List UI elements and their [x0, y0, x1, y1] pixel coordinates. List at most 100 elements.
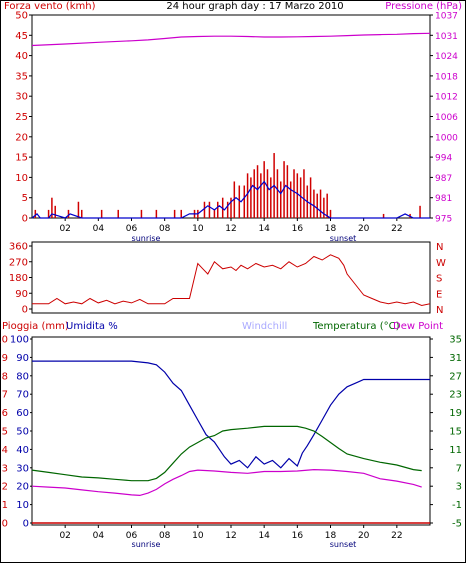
temperature-line [31, 425, 422, 482]
wind-bar [382, 213, 385, 218]
pressure-y-tick-label: 987 [435, 174, 452, 184]
sunrise-label-top: sunrise [132, 234, 161, 243]
x-tick-label: 12 [225, 531, 236, 541]
direction-line [32, 254, 431, 307]
humidity-y-tick-label: 100 [10, 335, 29, 346]
x-tick-label: 12 [225, 224, 236, 234]
gust-line [31, 180, 430, 219]
temp-y-tick-label: 31 [449, 353, 462, 364]
wind-y-tick-label: 50 [15, 11, 28, 22]
pressure-y-tick-label: 1006 [435, 113, 458, 123]
x-tick-label: 10 [192, 224, 204, 234]
direction-y-tick-label: 180 [9, 273, 28, 284]
compass-label: S [436, 274, 442, 285]
wind-bar [329, 209, 332, 218]
wind-bar [309, 177, 312, 218]
x-tick-label: 18 [325, 531, 337, 541]
temp-y-tick-label: 23 [449, 390, 462, 401]
humidity-y-tick-label: 30 [16, 463, 29, 474]
wind-bar [326, 193, 328, 218]
temp-y-tick-label: 11 [449, 445, 462, 456]
rain-y-tick-label: 10 [0, 335, 8, 346]
wind-y-tick-label: 25 [15, 112, 28, 123]
wind-y-tick-label: 20 [15, 132, 28, 143]
wind-bar [54, 205, 56, 218]
sunset-label-bottom: sunset [330, 540, 357, 549]
x-tick-label: 06 [126, 224, 138, 234]
temp-y-tick-label: 19 [449, 408, 462, 419]
direction-y-tick-label: 360 [9, 242, 28, 253]
rain-y-tick-label: 8 [2, 371, 8, 382]
wind-bar [270, 177, 272, 218]
wind-bar [155, 209, 158, 218]
wind-bar [313, 189, 315, 218]
temp-y-tick-label: 3 [456, 482, 462, 493]
wind-bar [256, 165, 259, 218]
wind-bar [246, 173, 249, 218]
dewpoint-line [31, 468, 422, 497]
pressure-y-tick-label: 1018 [435, 72, 458, 82]
humidity-y-tick-label: 70 [16, 390, 29, 401]
wind-bar [226, 201, 229, 218]
humidity-y-tick-label: 80 [16, 371, 29, 382]
humidity-y-tick-label: 10 [16, 500, 29, 511]
x-tick-label: 22 [391, 531, 402, 541]
legend-windchill: Windchill [242, 321, 287, 332]
wind-bar [203, 201, 206, 218]
x-tick-label: 06 [126, 531, 138, 541]
wind-panel-frame [31, 14, 431, 219]
wind-y-tick-label: 35 [15, 71, 28, 82]
sunrise-label-bottom: sunrise [132, 540, 161, 549]
direction-panel-frame [31, 241, 431, 314]
wind-bar [260, 173, 262, 218]
pressure-y-tick-label: 1037 [435, 12, 458, 22]
temp-y-tick-label: -5 [452, 519, 462, 530]
wind-bar [283, 161, 285, 218]
wind-bar [266, 169, 269, 218]
rain-y-tick-label: 3 [2, 463, 8, 474]
wind-y-tick-label: 40 [15, 51, 28, 62]
rain-y-tick-label: 0 [2, 519, 8, 530]
wind-bar [180, 209, 182, 218]
x-tick-label: 16 [292, 224, 304, 234]
wind-y-tick-label: 5 [22, 193, 28, 204]
wind-bar [319, 189, 322, 218]
direction-y-tick-label: 270 [9, 257, 28, 268]
wind-bar [230, 197, 232, 218]
x-tick-label: 08 [159, 531, 171, 541]
wind-bar [81, 209, 83, 218]
wind-y-tick-label: 45 [15, 31, 28, 42]
wind-bar [289, 181, 292, 218]
wind-bar [253, 169, 255, 218]
wind-bar [276, 169, 279, 218]
compass-label: N [436, 242, 443, 253]
pressure-y-tick-label: 1031 [435, 32, 458, 42]
legend-rain: Pioggia (mm) [2, 321, 69, 332]
humidity-y-tick-label: 20 [16, 482, 29, 493]
wind-bar [316, 193, 318, 218]
direction-y-tick-label: 0 [22, 305, 28, 316]
rain-y-tick-label: 5 [2, 427, 8, 438]
x-tick-label: 10 [192, 531, 204, 541]
wind-bar [216, 201, 219, 218]
temp-y-tick-label: 35 [449, 335, 462, 346]
wind-bar [173, 209, 176, 218]
x-tick-label: 04 [93, 531, 105, 541]
humidity-y-tick-label: 90 [16, 353, 29, 364]
wind-bar [303, 169, 305, 218]
temp-y-tick-label: -1 [452, 500, 462, 511]
wind-y-tick-label: 30 [15, 92, 28, 103]
wind-bar [263, 161, 265, 218]
pressure-axis-title: Pressione (hPa) [385, 1, 462, 12]
x-tick-label: 02 [59, 224, 70, 234]
wind-bar [117, 209, 119, 218]
wind-bar [213, 209, 216, 218]
wind-y-tick-label: 0 [22, 214, 28, 225]
sunset-label-top: sunset [330, 234, 357, 243]
wind-bar [323, 197, 325, 218]
x-tick-label: 02 [59, 531, 70, 541]
x-tick-label: 04 [93, 224, 105, 234]
wind-y-tick-label: 15 [15, 153, 28, 164]
wind-bar [100, 209, 103, 218]
